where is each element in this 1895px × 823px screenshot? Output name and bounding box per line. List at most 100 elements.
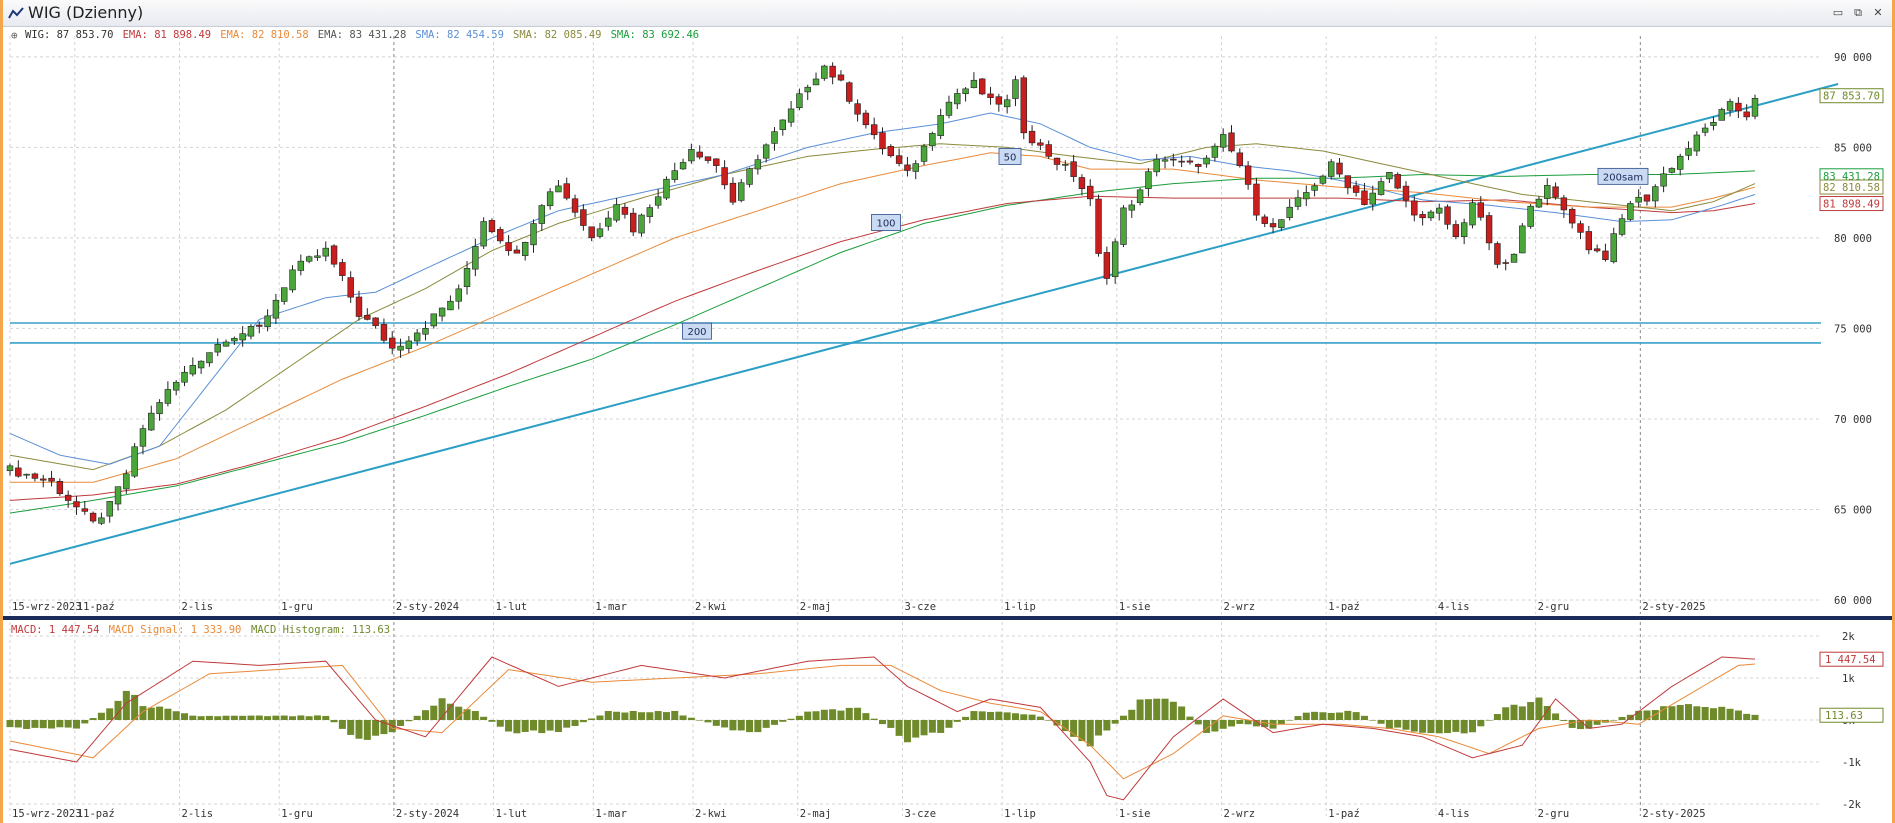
candle [1593,244,1601,253]
histogram-bar [1485,720,1493,721]
candle-body [289,269,296,291]
candle-body [314,255,321,258]
histogram-bar [147,707,155,720]
sma-line-50 [9,112,1756,465]
histogram-bar [538,720,546,734]
candle [6,463,14,476]
candle-body [1319,175,1327,184]
macd-histogram [6,690,1759,747]
sma-line-100 [9,143,1756,471]
candle [1244,161,1252,190]
candle-body [588,226,595,239]
candle [979,77,986,96]
histogram-bar [978,711,986,720]
candle-body [1161,159,1169,162]
histogram-bar [430,705,438,720]
candle-body [787,108,795,123]
candle-body [1136,189,1144,204]
x-tick-label: 1-paź [1328,601,1360,613]
candle [1045,140,1052,160]
candle [1710,116,1717,131]
candle [1577,220,1584,240]
value-tag-box [1819,651,1884,667]
candle [497,226,504,244]
candle-body [89,512,97,522]
candle [1494,241,1501,269]
histogram-bar [1543,705,1551,720]
candle-body [1045,144,1052,157]
restore-button[interactable]: ⧉ [1854,6,1862,19]
y-tick-label: 65 000 [1834,504,1872,516]
histogram-bar [81,720,89,724]
histogram-bar [671,710,679,720]
candle-body [738,182,745,201]
chart-canvas[interactable]: 60 000 65 000 70 000 75 000 80 000 85 000 90 0… [3,26,1892,823]
histogram-bar [887,720,895,728]
histogram-bar [1693,706,1701,720]
candle-body [297,260,305,271]
histogram-bar [1385,720,1393,729]
candle-body [1627,203,1634,220]
ema-line-100 [10,152,1756,483]
candle-body [1718,109,1725,121]
close-button[interactable]: ✕ [1873,6,1883,19]
candle-body [621,206,629,215]
histogram-bar [1452,720,1460,732]
histogram-bar [1676,705,1684,720]
indicator-label: 200 [682,322,712,340]
candle [23,473,30,479]
histogram-bar [322,715,330,720]
histogram-bar [1535,697,1543,720]
histogram-bar [903,720,911,743]
y-tick-label: 1k [1842,673,1855,685]
histogram-bar [1078,720,1086,742]
candle-body [1677,155,1684,170]
histogram-bar [1128,709,1136,720]
candle [380,318,388,344]
candle [679,158,687,170]
histogram-bar [1302,712,1310,720]
candle [605,211,612,231]
minimize-button[interactable]: ▭ [1832,6,1844,19]
candle-body [1602,250,1609,260]
candle-body [23,473,30,476]
candle-body [1311,185,1318,191]
histogram-bar [1169,701,1177,720]
histogram-bar [1527,702,1535,720]
candle [937,108,944,140]
value-tag-text: 82 810.58 [1823,182,1880,194]
candle [646,204,654,224]
candle [1269,218,1277,234]
indicator-label-box [1597,167,1649,185]
candle [1170,153,1177,167]
x-tick-label: 1-paź [1328,808,1360,820]
histogram-bar [1701,706,1709,720]
candle [372,317,379,329]
indicator-label-box [871,214,901,231]
histogram-bar [446,703,454,720]
histogram-bar [1344,710,1352,720]
histogram-bar [413,715,421,720]
histogram-bar [554,720,562,732]
chart-icon [8,7,24,19]
indicator-label-text: 200sam [1603,172,1643,183]
candle-body [580,209,587,226]
x-tick-label: 2-sty-2024 [396,808,459,820]
legend-entry: EMA: 83 431.28 [318,29,407,41]
histogram-bar [180,713,189,720]
candle-body [870,124,878,136]
candle-body [879,132,886,150]
histogram-bar [1651,710,1659,720]
candle [762,143,770,163]
histogram-bar [787,718,795,720]
candle [1361,182,1368,206]
candle-body [31,473,39,479]
candle [920,143,928,166]
histogram-bar [496,720,504,727]
histogram-bar [347,720,355,735]
candle [704,156,712,164]
candle-body [754,159,762,170]
y-tick-label: 85 000 [1834,142,1872,154]
histogram-bar [1618,716,1626,720]
histogram-bar [521,720,529,732]
